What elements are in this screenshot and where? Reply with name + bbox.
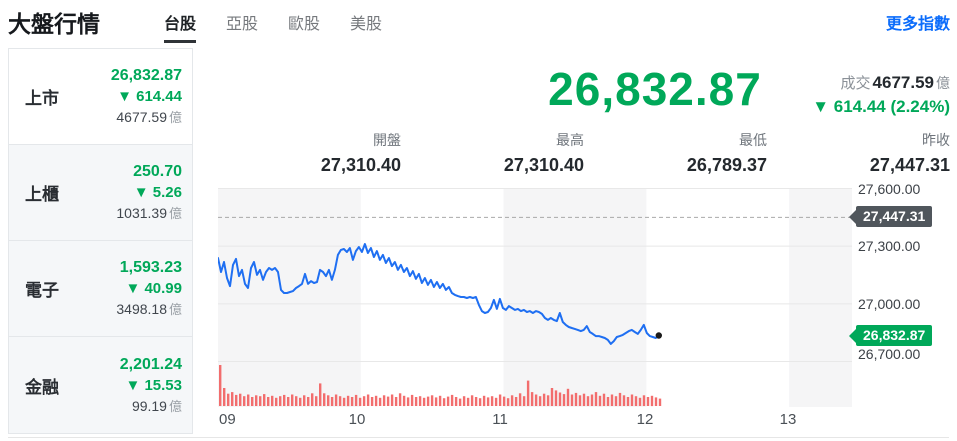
intraday-chart[interactable] — [217, 188, 852, 407]
sidebar-item-electronics[interactable]: 電子 1,593.23 ▼ 40.99 3498.18 億 — [9, 241, 192, 337]
y-axis-label: 27,300.00 — [858, 238, 921, 254]
tab-asia-stocks[interactable]: 亞股 — [226, 16, 259, 33]
index-name: 上櫃 — [25, 185, 59, 204]
x-axis-label: 09 — [219, 411, 236, 428]
tab-taiwan-stocks[interactable]: 台股 — [164, 10, 197, 43]
stat-open: 開盤 27,310.40 — [320, 132, 401, 175]
y-axis-label: 27,600.00 — [858, 181, 921, 197]
turnover-line: 成交 4677.59 億 — [812, 72, 950, 93]
index-sidebar: 上市 26,832.87 ▼ 614.44 4677.59 億 上櫃 250.70… — [8, 48, 193, 434]
y-axis-label: 26,700.00 — [858, 346, 921, 362]
x-axis-label: 13 — [779, 411, 797, 428]
sidebar-item-tpex[interactable]: 上櫃 250.70 ▼ 5.26 1031.39 億 — [9, 145, 192, 241]
index-price: 250.70 — [133, 163, 182, 180]
more-indices-link[interactable]: 更多指數 — [885, 16, 950, 33]
index-volume: 99.19 億 — [131, 397, 182, 414]
market-tabs: 台股 亞股 歐股 美股 — [164, 10, 382, 43]
intraday-chart-svg — [217, 188, 852, 407]
turnover-block: 成交 4677.59 億 ▼ 614.44 (2.24%) — [812, 72, 950, 117]
x-axis-label: 10 — [348, 411, 366, 428]
index-volume: 3498.18 億 — [116, 301, 182, 317]
bottom-divider — [8, 437, 949, 438]
turnover-unit: 億 — [936, 75, 950, 91]
index-price: 2,201.24 — [119, 355, 182, 373]
turnover-value: 4677.59 — [872, 73, 934, 92]
index-change: ▼ 614.44 — [117, 88, 182, 105]
index-name: 上市 — [25, 89, 59, 108]
y-axis-label: 27,000.00 — [858, 296, 921, 312]
index-price: 26,832.87 — [110, 67, 182, 84]
current-index-price: 26,832.87 — [548, 63, 762, 115]
index-change: ▼ 15.53 — [125, 376, 182, 394]
last-price-badge: 26,832.87 — [848, 325, 933, 346]
page-title: 大盤行情 — [8, 11, 100, 37]
x-axis-label: 11 — [492, 411, 508, 428]
turnover-label: 成交 — [840, 75, 871, 92]
index-volume: 1031.39 億 — [116, 205, 182, 221]
sidebar-item-twse[interactable]: 上市 26,832.87 ▼ 614.44 4677.59 億 — [9, 49, 192, 145]
stat-high: 最高 27,310.40 — [503, 132, 584, 175]
stat-low: 最低 26,789.37 — [686, 132, 767, 175]
prev-close-badge: 27,447.31 — [848, 206, 933, 227]
index-change: ▼ 40.99 — [125, 280, 182, 297]
sidebar-item-finance[interactable]: 金融 2,201.24 ▼ 15.53 99.19 億 — [9, 337, 192, 433]
daily-stats-row: 開盤 27,310.40 最高 27,310.40 最低 26,789.37 昨… — [218, 130, 950, 176]
tab-us-stocks[interactable]: 美股 — [350, 16, 383, 33]
index-price: 1,593.23 — [119, 259, 182, 276]
x-axis-label: 12 — [636, 411, 654, 428]
index-name: 電子 — [25, 281, 59, 300]
stat-prev-close: 昨收 27,447.31 — [869, 132, 950, 175]
index-volume: 4677.59 億 — [116, 109, 182, 125]
index-change: ▼ 5.26 — [133, 184, 182, 201]
index-change-percent: ▼ 614.44 (2.24%) — [812, 97, 950, 116]
tab-europe-stocks[interactable]: 歐股 — [288, 16, 321, 33]
index-name: 金融 — [25, 377, 59, 397]
